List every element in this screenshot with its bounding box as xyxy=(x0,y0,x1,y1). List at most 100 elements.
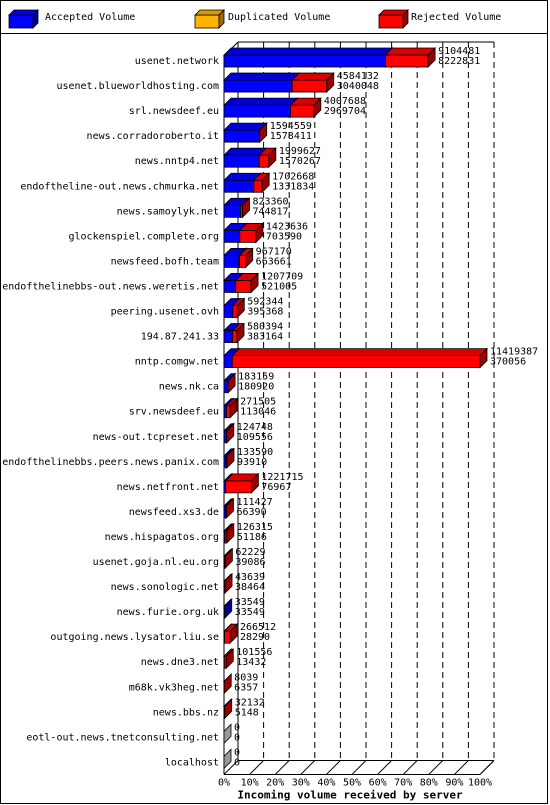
x-tick-label: 100% xyxy=(468,777,492,788)
x-tick-label: 10% xyxy=(241,777,259,788)
total-value-label: 124748 xyxy=(237,422,273,433)
category-label: newsfeed.bofh.team xyxy=(111,256,219,267)
category-label: srv.newsdeef.eu xyxy=(129,407,219,418)
total-value-label: 266512 xyxy=(240,622,276,633)
bar-accepted xyxy=(223,47,394,68)
bar-chart: 0% 10% 20% 30% 40% 50% 60% 70% 80% 90% 100% Incomin… xyxy=(2,41,538,801)
x-tick-label: 90% xyxy=(445,777,463,788)
bar-row xyxy=(223,272,260,294)
bar-row xyxy=(223,122,268,144)
rejected-swatch-icon xyxy=(378,9,409,29)
tick-mark xyxy=(300,760,316,775)
bar-row xyxy=(223,297,246,319)
total-value-label: 0 xyxy=(234,747,240,758)
bar-row xyxy=(223,648,235,670)
category-label: news.sonologic.net xyxy=(111,582,219,593)
legend-item-accepted: Accepted Volume xyxy=(7,8,135,29)
bar-row xyxy=(223,372,237,394)
total-value-label: 823360 xyxy=(252,196,288,207)
x-tick-label: 70% xyxy=(394,777,412,788)
x-tick-label: 40% xyxy=(317,777,335,788)
bar-rejected xyxy=(231,347,488,369)
total-value-label: 1702668 xyxy=(272,171,314,182)
bar-row xyxy=(223,522,235,544)
total-value-label: 9104481 xyxy=(438,46,480,57)
tick-mark xyxy=(274,760,290,775)
category-label: usenet.goja.nl.eu.org xyxy=(93,557,219,568)
tick-mark xyxy=(428,760,444,775)
bar-accepted xyxy=(223,147,268,169)
tick-mark xyxy=(326,760,341,775)
accepted-value-label: 703590 xyxy=(266,231,302,242)
x-tick-label: 80% xyxy=(420,777,438,788)
total-value-label: 1999627 xyxy=(279,146,321,157)
total-value-label: 967170 xyxy=(256,246,292,257)
total-value-label: 580394 xyxy=(247,322,283,333)
bar-row xyxy=(223,147,277,169)
bar-accepted xyxy=(223,72,301,94)
bar-row xyxy=(223,447,235,469)
bar-row xyxy=(223,548,234,569)
category-label: news.hispagatos.org xyxy=(105,532,219,543)
tick-mark xyxy=(249,760,264,775)
x-tick-label: 20% xyxy=(266,777,284,788)
bar-rejected xyxy=(227,372,237,394)
bar-accepted xyxy=(223,122,268,144)
total-value-label: 1221715 xyxy=(261,472,303,483)
x-tick-label: 0% xyxy=(218,777,230,788)
accepted-value-label: 1578411 xyxy=(270,131,312,142)
category-label: news.samoylyk.net xyxy=(117,206,219,217)
bar-rejected xyxy=(223,698,233,720)
accepted-value-label: 0 xyxy=(234,757,240,768)
bar-row xyxy=(223,472,260,494)
total-value-label: 1423636 xyxy=(266,221,308,232)
x-axis-label: Incoming volume received by server xyxy=(237,788,463,801)
category-label: news.nk.ca xyxy=(159,382,219,393)
bar-row xyxy=(223,497,235,519)
accepted-value-label: 3040048 xyxy=(337,81,379,92)
accepted-value-label: 5148 xyxy=(235,707,259,718)
accepted-value-label: 521005 xyxy=(261,281,297,292)
category-label: m68k.vk3heg.net xyxy=(129,682,219,693)
total-value-label: 133590 xyxy=(237,447,273,458)
tick-mark xyxy=(351,760,367,775)
bar-row xyxy=(223,698,233,720)
total-value-label: 111427 xyxy=(236,497,272,508)
tick-mark xyxy=(402,760,418,775)
category-label: glockenspiel.complete.org xyxy=(68,231,219,242)
tick-mark xyxy=(454,760,469,775)
total-value-label: 8039 xyxy=(234,672,258,683)
legend-item-duplicated: Duplicated Volume xyxy=(193,8,330,29)
x-tick-label: 30% xyxy=(292,777,310,788)
bar-row xyxy=(223,573,233,595)
category-label: usenet.blueworldhosting.com xyxy=(56,81,219,92)
accepted-value-label: 76967 xyxy=(261,482,291,493)
bar-row xyxy=(223,422,235,444)
bar-rejected xyxy=(225,422,235,444)
bar-rejected xyxy=(224,497,235,519)
bar-rejected xyxy=(238,247,254,269)
category-label: nntp.comgw.net xyxy=(135,357,219,368)
bar-accepted xyxy=(223,598,233,620)
category-label: outgoing.news.lysator.liu.se xyxy=(50,632,219,643)
x-tick-label: 60% xyxy=(369,777,387,788)
bar-rejected xyxy=(258,122,268,144)
bar-row xyxy=(223,197,251,219)
bar-row xyxy=(223,673,233,695)
total-value-label: 4007688 xyxy=(324,96,366,107)
bar-rejected xyxy=(225,447,235,469)
total-value-label: 1207709 xyxy=(261,271,303,282)
bar-row xyxy=(223,397,239,419)
total-value-label: 183159 xyxy=(238,372,274,383)
tick-mark xyxy=(223,760,239,775)
accepted-value-label: 28290 xyxy=(240,632,270,643)
total-value-label: 592344 xyxy=(247,297,283,308)
accepted-value-label: 8222831 xyxy=(438,56,480,67)
legend-label-accepted: Accepted Volume xyxy=(45,12,136,23)
bar-row xyxy=(223,322,245,344)
bar-empty xyxy=(223,748,232,770)
accepted-value-label: 109556 xyxy=(237,432,273,443)
total-value-label: 1594559 xyxy=(270,121,312,132)
legend: Accepted Volume Duplicated Volume Reject… xyxy=(0,0,548,34)
